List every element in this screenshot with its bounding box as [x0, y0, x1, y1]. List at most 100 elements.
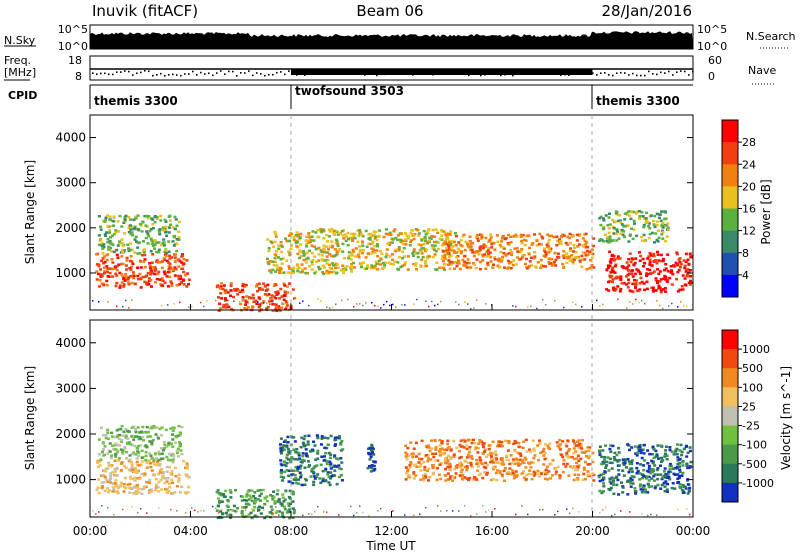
- range-cell: [120, 461, 124, 464]
- range-cell: [383, 261, 387, 264]
- range-cell: [302, 514, 304, 517]
- range-cell: [167, 231, 171, 234]
- colorbar-tick-label: 12: [742, 225, 756, 238]
- range-cell: [316, 436, 320, 440]
- range-cell: [167, 261, 171, 264]
- freq-point: [508, 71, 510, 74]
- range-cell: [288, 239, 292, 243]
- range-cell: [412, 471, 416, 474]
- range-cell: [104, 434, 108, 437]
- range-cell: [297, 465, 300, 469]
- range-cell: [168, 270, 172, 274]
- range-cell: [627, 470, 631, 474]
- range-cell: [465, 261, 469, 265]
- range-cell: [335, 482, 339, 486]
- range-cell: [631, 482, 635, 485]
- range-cell: [165, 480, 169, 483]
- range-cell: [650, 453, 654, 456]
- freq-point: [312, 71, 314, 73]
- range-cell: [675, 453, 679, 456]
- range-cell: [219, 492, 222, 495]
- range-cell: [245, 295, 249, 298]
- range-cell: [562, 462, 566, 466]
- range-cell: [285, 239, 289, 243]
- range-cell: [164, 229, 168, 232]
- range-cell: [133, 282, 137, 286]
- range-cell: [339, 457, 343, 460]
- range-cell: [516, 458, 520, 462]
- range-cell: [277, 308, 281, 311]
- range-cell: [280, 245, 284, 248]
- range-cell: [303, 267, 307, 270]
- range-cell: [549, 477, 553, 480]
- range-cell: [128, 248, 132, 252]
- range-cell: [285, 453, 289, 457]
- range-cell: [98, 464, 102, 467]
- range-cell: [511, 469, 515, 472]
- range-cell: [568, 259, 572, 262]
- range-cell: [128, 475, 132, 479]
- range-cell: [153, 243, 157, 246]
- colorbar-swatch: [722, 186, 738, 209]
- range-cell: [143, 275, 147, 278]
- range-cell: [159, 214, 163, 218]
- range-cell: [469, 463, 473, 467]
- range-cell: [274, 270, 277, 273]
- range-cell: [215, 509, 219, 512]
- range-cell: [688, 465, 692, 468]
- range-cell: [322, 266, 326, 269]
- range-cell: [399, 238, 403, 242]
- range-cell: [392, 230, 396, 233]
- range-cell: [460, 468, 464, 471]
- range-cell: [627, 460, 631, 463]
- range-cell: [285, 301, 289, 305]
- range-cell: [573, 246, 577, 250]
- range-cell: [273, 502, 277, 505]
- range-cell: [600, 455, 604, 459]
- freq-tick-left-bottom: 8: [75, 70, 82, 83]
- freq-point: [388, 73, 390, 75]
- range-cell: [635, 454, 639, 457]
- range-cell: [448, 248, 452, 252]
- range-cell: [683, 277, 687, 280]
- range-cell: [282, 271, 286, 274]
- cpid-mode-3: themis 3300: [596, 94, 680, 108]
- range-cell: [271, 303, 275, 306]
- range-cell: [125, 259, 129, 262]
- range-cell: [289, 247, 293, 250]
- range-cell: [106, 240, 110, 244]
- range-cell: [489, 240, 493, 244]
- range-cell: [163, 227, 167, 231]
- range-cell: [463, 440, 467, 443]
- range-cell: [598, 479, 602, 483]
- range-cell: [404, 451, 408, 454]
- range-cell: [182, 258, 186, 261]
- range-cell: [164, 253, 168, 256]
- range-cell: [690, 281, 694, 284]
- range-cell: [280, 463, 284, 467]
- range-cell: [130, 265, 133, 269]
- range-cell: [630, 227, 633, 230]
- freq-point: [156, 74, 158, 76]
- range-cell: [523, 243, 527, 247]
- range-cell: [439, 228, 443, 232]
- range-cell: [140, 460, 144, 463]
- range-cell: [367, 242, 371, 246]
- range-cell: [107, 506, 109, 509]
- freq-point: [448, 71, 450, 74]
- range-cell: [682, 491, 686, 494]
- range-cell: [163, 218, 167, 222]
- range-cell: [185, 473, 189, 477]
- range-cell: [106, 487, 109, 490]
- range-cell: [450, 246, 453, 249]
- range-cell: [130, 281, 134, 285]
- range-cell: [427, 457, 430, 460]
- range-cell: [313, 465, 317, 468]
- range-cell: [462, 233, 466, 237]
- range-cell: [572, 447, 576, 450]
- range-cell: [688, 446, 692, 449]
- range-cell: [143, 258, 147, 261]
- range-cell: [428, 255, 431, 258]
- range-cell: [463, 260, 467, 264]
- range-cell: [232, 504, 236, 508]
